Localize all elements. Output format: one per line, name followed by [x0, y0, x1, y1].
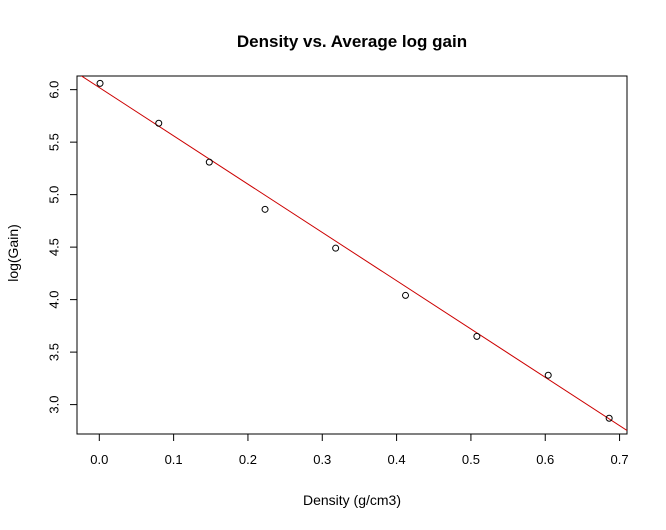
y-tick-label: 4.5: [46, 238, 61, 256]
x-tick-label: 0.0: [90, 452, 108, 467]
x-axis: 0.0 0.1 0.2 0.3 0.4 0.5 0.6 0.7: [90, 433, 629, 467]
regression-line: [80, 76, 627, 431]
x-tick-label: 0.2: [239, 452, 257, 467]
y-tick-label: 5.0: [46, 186, 61, 204]
chart-title: Density vs. Average log gain: [237, 32, 467, 51]
data-point: [473, 332, 481, 340]
data-point: [155, 119, 163, 127]
plot-area-frame: [76, 75, 628, 435]
y-axis: 3.0 3.5 4.0 4.5 5.0 5.5 6.0: [46, 81, 78, 414]
data-point: [402, 291, 410, 299]
data-point: [205, 158, 213, 166]
y-tick-label: 3.0: [46, 396, 61, 414]
data-point: [544, 371, 552, 379]
y-tick-label: 5.5: [46, 133, 61, 151]
x-tick-label: 0.7: [611, 452, 629, 467]
data-point: [605, 414, 613, 422]
fit-line-layer: [80, 76, 627, 431]
x-tick-label: 0.5: [462, 452, 480, 467]
x-tick-label: 0.6: [536, 452, 554, 467]
data-point: [261, 205, 269, 213]
data-point: [96, 79, 104, 87]
y-axis-label: log(Gain): [5, 224, 21, 282]
x-tick-label: 0.3: [313, 452, 331, 467]
y-tick-label: 6.0: [46, 81, 61, 99]
y-tick-label: 3.5: [46, 343, 61, 361]
x-axis-label: Density (g/cm3): [303, 492, 401, 508]
x-tick-label: 0.4: [388, 452, 406, 467]
data-points-layer: [96, 79, 613, 422]
x-tick-label: 0.1: [165, 452, 183, 467]
data-point: [332, 244, 340, 252]
y-tick-label: 4.0: [46, 291, 61, 309]
